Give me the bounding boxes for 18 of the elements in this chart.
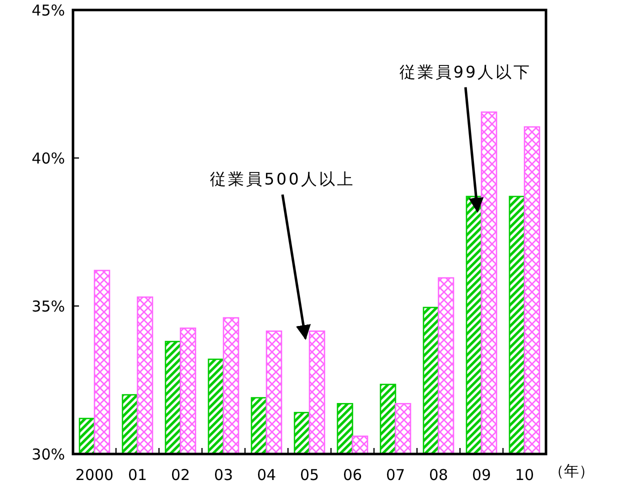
y-tick-label: 45% bbox=[32, 1, 65, 20]
x-tick-label: 07 bbox=[386, 466, 406, 484]
x-tick-label: 05 bbox=[300, 466, 320, 484]
x-tick-label: 2000 bbox=[75, 466, 114, 484]
x-axis-title: （年） bbox=[549, 462, 594, 480]
x-tick-label: 02 bbox=[170, 466, 190, 484]
y-tick-label: 35% bbox=[32, 297, 65, 316]
x-tick-label: 01 bbox=[128, 466, 148, 484]
x-tick-label: 03 bbox=[214, 466, 234, 484]
y-tick-label: 30% bbox=[32, 445, 65, 464]
x-tick-label: 06 bbox=[342, 466, 362, 484]
x-tick-label: 10 bbox=[514, 466, 534, 484]
x-tick-label: 09 bbox=[472, 466, 492, 484]
annotation: 従業員500人以上 bbox=[210, 170, 355, 189]
x-tick-label: 08 bbox=[428, 466, 448, 484]
y-tick-label: 40% bbox=[32, 149, 65, 168]
x-tick-label: 04 bbox=[256, 466, 276, 484]
annotation: 従業員99人以下 bbox=[399, 62, 532, 82]
